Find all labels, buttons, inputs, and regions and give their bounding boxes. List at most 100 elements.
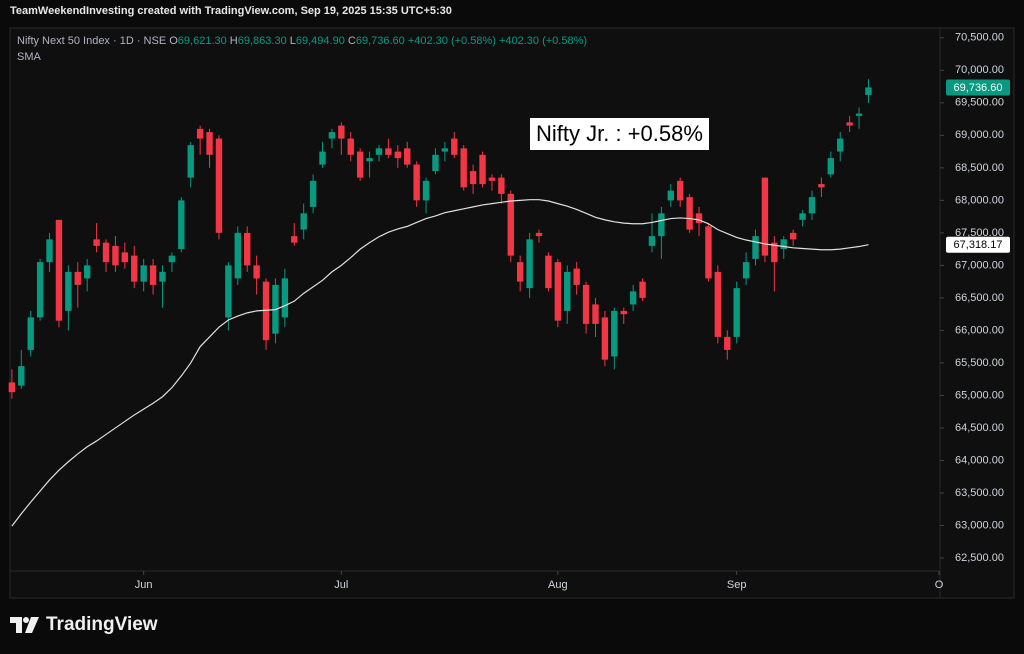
plot-area [8,79,872,527]
candle-body [244,232,251,266]
annotation: Nifty Jr. : +0.58% [530,118,709,150]
price-tag [946,236,1010,253]
candle-body [413,164,420,201]
candle-body [225,265,232,318]
candle-body [366,158,373,162]
candle-body [799,213,806,220]
candle-body [601,317,609,360]
candle-body [733,288,740,337]
candle-body [394,151,402,159]
y-tick-label: 68,500.00 [955,162,1004,174]
legend-ohlc: O69,621.30 H69,863.30 L69,494.90 C69,736… [169,35,408,47]
candle-body [658,213,665,237]
candle-body [771,242,778,263]
candle-body [818,184,825,188]
candle-body [507,193,514,256]
y-tick-label: 68,000.00 [955,194,1004,206]
candle-body [837,138,844,152]
candle-body [695,213,703,224]
candle-body [582,284,590,324]
y-tick-label: 63,000.00 [955,519,1004,531]
candle-body [611,310,618,357]
candle-body [215,138,223,233]
legend-key: O [169,35,178,47]
candle-body [112,245,119,266]
candle-body [319,151,326,165]
candle-body [564,271,571,311]
y-tick-label: 67,500.00 [955,227,1004,239]
price-tag-label: 69,736.60 [954,82,1003,94]
candle-body [479,154,486,185]
x-tick-label: Jun [135,579,153,591]
price-tag-label: 67,318.17 [954,239,1003,251]
header-text: TeamWeekendInvesting created with Tradin… [10,5,452,17]
legend-value: 69,621.30 [177,35,227,47]
candle-body [441,148,449,152]
candle-body [724,336,731,350]
candle-body [309,180,317,207]
candle-body [140,265,147,282]
candle-body [8,382,16,393]
candle-body [639,281,646,298]
candle-body [18,366,25,386]
y-tick-label: 64,000.00 [955,454,1004,466]
candle-body [865,87,872,95]
y-tick-label: 67,000.00 [955,259,1004,271]
y-tick-label: 70,000.00 [955,64,1004,76]
chart-background [9,27,1015,599]
candle-body [846,122,853,126]
candle-body [526,239,533,289]
candle-body [300,213,307,230]
candle-body [498,177,505,194]
candle-body [168,255,176,263]
candle-body [36,262,44,318]
candle-body [27,317,34,350]
candle-body [460,148,467,188]
candle-body [752,236,759,259]
candle-body [338,125,345,139]
candle-body [554,262,562,321]
y-tick-label: 65,500.00 [955,357,1004,369]
y-tick-label: 63,500.00 [955,487,1004,499]
candle-body [648,236,656,246]
candle-body [686,197,693,230]
legend-sma: SMA [17,51,41,63]
candle-body [74,271,81,285]
legend-key: H [229,35,238,47]
candle-body [705,226,712,279]
y-tick-label: 69,000.00 [955,129,1004,141]
x-tick-label: Aug [548,579,568,591]
legend-value: 69,494.90 [295,35,345,47]
price-tag [946,79,1010,96]
legend-value: 69,736.60 [355,35,405,47]
candle-body [83,265,91,279]
candle-body [375,148,383,155]
y-tick-label: 64,500.00 [955,422,1004,434]
x-tick-label: Jul [334,579,348,591]
candle-body [488,177,496,181]
footer-logo: TradingView [10,614,158,636]
legend-value: 69,863.30 [237,35,287,47]
legend-key: C [347,35,356,47]
candle-body [385,148,392,155]
y-tick-label: 62,500.00 [955,552,1004,564]
candle-body [404,148,411,165]
candle-body [789,232,797,240]
candle-body [742,262,750,279]
candle-body [667,190,674,201]
candle-body [187,145,194,178]
candle-body [714,271,722,337]
legend-change: +402.30 (+0.58%) [407,35,496,47]
candle-body [516,262,524,282]
candle-body [46,239,53,263]
legend-change: +402.30 (+0.58%) [498,35,588,47]
candle-body [677,180,684,201]
logo-text: TradingView [46,614,158,635]
candle-body [356,151,364,178]
logo-icon [10,617,39,633]
candle-body [808,197,816,214]
candle-body [196,128,204,139]
candle-body [451,138,458,155]
